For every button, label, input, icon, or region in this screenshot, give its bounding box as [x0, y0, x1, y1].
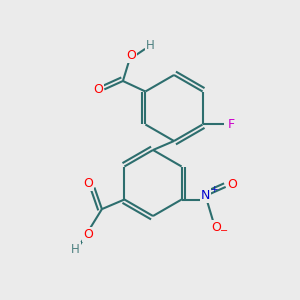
Text: O: O — [211, 220, 221, 234]
Text: O: O — [83, 177, 93, 190]
Text: N: N — [201, 189, 210, 203]
Text: O: O — [126, 49, 136, 62]
Text: +: + — [210, 184, 218, 194]
Text: H: H — [146, 39, 155, 52]
Text: F: F — [228, 118, 235, 131]
Text: O: O — [83, 227, 93, 241]
Text: O: O — [227, 178, 237, 191]
Text: −: − — [220, 226, 229, 236]
Text: O: O — [93, 83, 103, 96]
Text: H: H — [71, 243, 80, 256]
